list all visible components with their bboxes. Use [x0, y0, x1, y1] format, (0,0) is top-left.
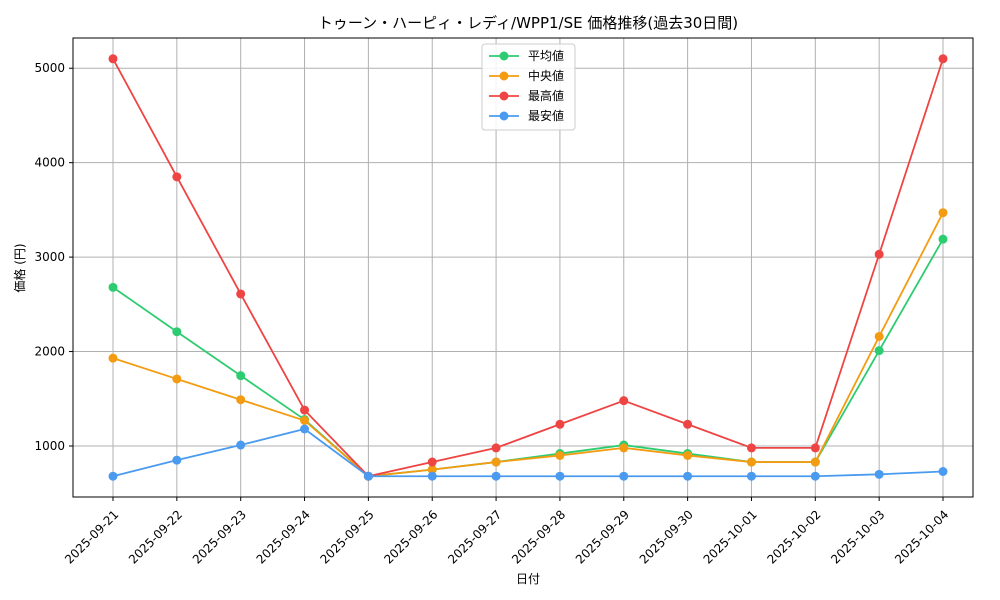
data-point — [619, 443, 629, 453]
x-tick-label: 2025-09-28 — [509, 507, 568, 566]
y-tick-label: 5000 — [34, 61, 65, 75]
legend-label: 最高値 — [528, 88, 564, 103]
data-point — [172, 172, 182, 182]
x-axis-label: 日付 — [516, 572, 540, 586]
data-point — [938, 234, 948, 244]
data-point — [363, 471, 373, 481]
legend-label: 中央値 — [528, 68, 564, 83]
data-point — [746, 443, 756, 453]
y-tick-label: 3000 — [34, 250, 65, 264]
y-tick-label: 2000 — [34, 345, 65, 359]
series-最高値 — [108, 54, 948, 481]
data-point — [619, 471, 629, 481]
legend-box — [481, 43, 576, 131]
x-tick-label: 2025-09-23 — [190, 507, 249, 566]
legend-marker — [499, 71, 509, 81]
data-point — [874, 249, 884, 259]
plot-area — [72, 37, 974, 498]
data-point — [300, 405, 310, 415]
legend-marker — [499, 91, 509, 101]
series-line — [112, 58, 944, 478]
data-point — [683, 450, 693, 460]
x-tick-label: 2025-10-01 — [701, 507, 760, 566]
data-point — [683, 471, 693, 481]
series-中央値 — [108, 208, 948, 481]
x-tick-label: 2025-10-02 — [764, 507, 823, 566]
y-axis-label: 価格 (円) — [12, 243, 27, 292]
data-point — [427, 465, 437, 475]
data-point — [874, 346, 884, 356]
data-point — [172, 455, 182, 465]
legend-marker — [499, 51, 509, 61]
data-point — [236, 289, 246, 299]
data-point — [683, 419, 693, 429]
data-point — [108, 54, 118, 64]
series-line — [112, 212, 944, 478]
data-point — [555, 419, 565, 429]
data-point — [938, 467, 948, 476]
data-point — [172, 327, 182, 337]
x-tick-label: 2025-09-25 — [318, 507, 377, 566]
data-point — [555, 471, 565, 481]
data-point — [108, 353, 118, 363]
data-point — [491, 457, 501, 467]
x-tick-label: 2025-10-04 — [892, 507, 951, 566]
series-平均値 — [108, 234, 948, 481]
series-layer — [108, 54, 948, 481]
data-point — [236, 395, 246, 405]
legend-label: 平均値 — [528, 48, 564, 63]
data-point — [300, 424, 310, 434]
data-point — [810, 471, 820, 481]
x-tick-label: 2025-09-27 — [445, 507, 504, 566]
x-tick-label: 2025-09-22 — [126, 507, 185, 566]
data-point — [108, 282, 118, 292]
data-point — [172, 374, 182, 384]
data-point — [108, 471, 118, 481]
x-tick-label: 2025-09-30 — [637, 507, 696, 566]
data-point — [491, 443, 501, 453]
x-tick-label: 2025-09-21 — [62, 507, 121, 566]
legend-marker — [499, 111, 509, 121]
data-point — [874, 469, 884, 479]
y-tick-label: 1000 — [34, 439, 65, 453]
x-tick-label: 2025-09-29 — [573, 507, 632, 566]
chart-title: トゥーン・ハーピィ・レディ/WPP1/SE 価格推移(過去30日間) — [318, 14, 738, 32]
data-point — [746, 471, 756, 481]
legend-label: 最安値 — [528, 108, 564, 123]
data-point — [427, 457, 437, 467]
x-tick-label: 2025-09-26 — [381, 507, 440, 566]
data-point — [810, 457, 820, 467]
series-line — [112, 428, 944, 478]
data-point — [874, 331, 884, 341]
x-tick-label: 2025-09-24 — [254, 507, 313, 566]
data-point — [236, 440, 246, 450]
x-tick-label: 2025-10-03 — [828, 507, 887, 566]
data-point — [619, 396, 629, 406]
x-axis: 2025-09-21 2025-09-22 2025-09-23 2025-09-24… — [62, 497, 951, 567]
y-axis: 1000 2000 3000 4000 5000 — [34, 61, 73, 453]
data-point — [555, 450, 565, 460]
data-point — [938, 54, 948, 64]
data-point — [491, 471, 501, 481]
data-point — [236, 371, 246, 381]
y-tick-label: 4000 — [34, 156, 65, 170]
grid-lines — [73, 38, 973, 497]
data-point — [427, 471, 437, 481]
series-最安値 — [108, 424, 948, 481]
data-point — [938, 208, 948, 218]
data-point — [810, 443, 820, 453]
data-point — [746, 457, 756, 467]
data-point — [300, 416, 310, 425]
